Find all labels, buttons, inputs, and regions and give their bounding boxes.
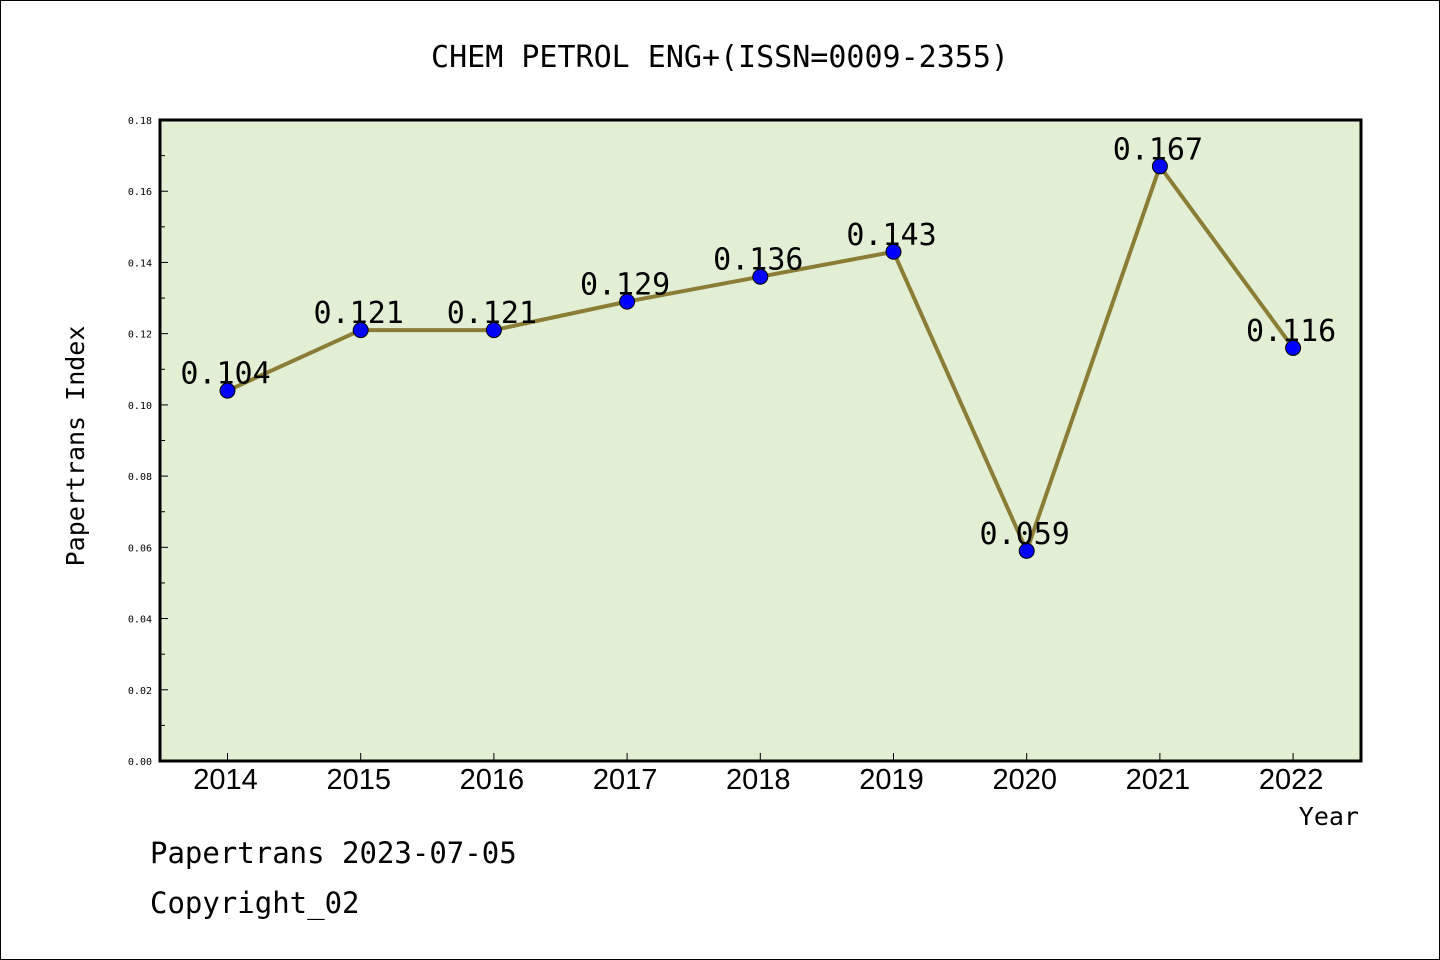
data-label: 0.104	[180, 357, 270, 392]
data-point	[752, 268, 769, 285]
data-point	[619, 293, 636, 310]
data-point	[1151, 158, 1168, 175]
y-tick-label: 0.00	[128, 757, 152, 768]
series-line-group: 0.104 0.121 0.121 0.129 0.136 0.143 0.059 0.167…	[180, 132, 1336, 559]
footer-copyright: Copyright_02	[150, 886, 360, 920]
y-tick-label: 0.18	[128, 116, 152, 127]
data-label: 0.129	[580, 268, 670, 303]
x-tick-label: 2020	[992, 764, 1057, 796]
data-label: 0.121	[314, 296, 404, 331]
data-label: 0.116	[1246, 314, 1336, 349]
x-axis: 2014 2015 2016 2017 2018 2019 2020 2021 2022	[193, 753, 1323, 796]
y-tick-label: 0.04	[128, 615, 152, 626]
x-tick-label: 2018	[726, 764, 791, 796]
y-axis: 0.00 0.02 0.04 0.06 0.08 0.10 0.12 0.14 0.16 0.18	[128, 116, 168, 768]
x-tick-label: 2017	[593, 764, 658, 796]
footer-date: Papertrans 2023-07-05	[150, 836, 517, 870]
data-label: 0.059	[980, 517, 1070, 552]
y-axis-label: Papertrans Index	[61, 326, 90, 567]
data-point	[1285, 339, 1302, 356]
x-tick-label: 2016	[460, 764, 525, 796]
data-label: 0.121	[447, 296, 537, 331]
y-tick-label: 0.16	[128, 187, 152, 198]
data-label: 0.136	[713, 243, 803, 278]
chart-title: CHEM PETROL ENG+(ISSN=0009-2355)	[431, 40, 1009, 75]
x-tick-label: 2014	[193, 764, 258, 796]
y-tick-label: 0.08	[128, 472, 152, 483]
x-axis-label: Year	[1299, 802, 1359, 831]
data-point	[885, 243, 902, 260]
data-point	[219, 382, 236, 399]
x-tick-label: 2015	[326, 764, 391, 796]
data-point	[485, 322, 502, 339]
data-label: 0.167	[1113, 132, 1203, 167]
y-tick-label: 0.06	[128, 543, 152, 554]
x-tick-label: 2021	[1126, 764, 1191, 796]
data-label: 0.143	[846, 218, 936, 253]
y-tick-label: 0.02	[128, 686, 152, 697]
y-tick-label: 0.14	[128, 258, 152, 269]
x-tick-label: 2019	[859, 764, 924, 796]
data-point	[1018, 542, 1035, 559]
data-point	[352, 322, 369, 339]
y-tick-label: 0.10	[128, 401, 152, 412]
x-tick-label: 2022	[1259, 764, 1324, 796]
plot-area	[158, 118, 1363, 763]
y-tick-label: 0.12	[128, 330, 152, 341]
